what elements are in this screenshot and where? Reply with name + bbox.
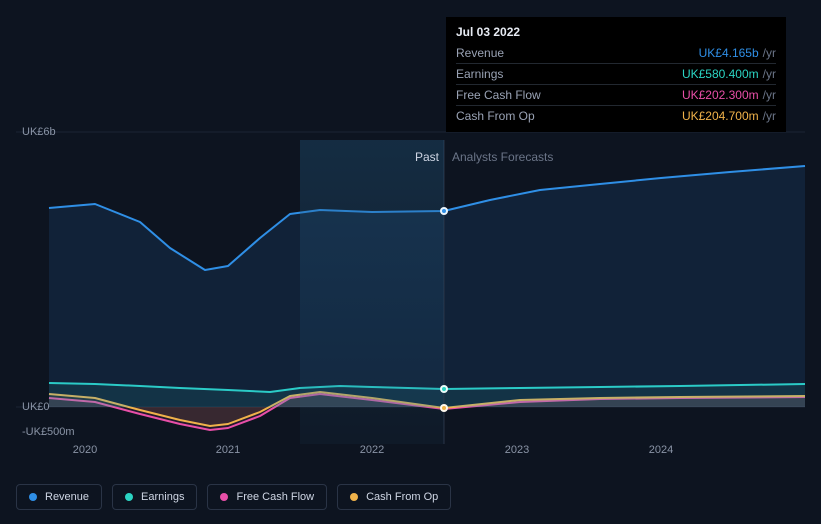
legend-dot [350,493,358,501]
legend-label: Free Cash Flow [236,491,314,503]
x-axis-tick: 2020 [73,444,97,456]
x-axis-tick: 2021 [216,444,240,456]
y-axis-label-top: UK£6b [22,126,56,138]
chart-tooltip: Jul 03 2022 Revenue UK£4.165b/yr Earnings U… [446,17,786,132]
tooltip-row: Cash From Op UK£204.700m/yr [456,106,776,126]
tooltip-row-label: Revenue [456,46,504,60]
tooltip-row-label: Earnings [456,67,503,81]
x-axis-tick: 2024 [649,444,673,456]
legend-dot [125,493,133,501]
hover-marker [440,385,448,393]
x-axis-labels: 2020 2021 2022 2023 2024 [0,444,821,464]
legend-label: Cash From Op [366,491,438,503]
section-label-forecast: Analysts Forecasts [452,150,553,164]
x-axis-tick: 2022 [360,444,384,456]
legend-item-revenue[interactable]: Revenue [16,484,102,510]
tooltip-title: Jul 03 2022 [456,25,776,39]
legend-dot [29,493,37,501]
hover-marker [440,404,448,412]
tooltip-row-value: UK£204.700m [682,109,759,123]
tooltip-row-unit: /yr [763,46,776,60]
tooltip-row-unit: /yr [763,67,776,81]
tooltip-row-label: Cash From Op [456,109,535,123]
y-axis-label-neg: -UK£500m [22,426,75,438]
tooltip-row-label: Free Cash Flow [456,88,541,102]
tooltip-row-unit: /yr [763,88,776,102]
chart-legend: Revenue Earnings Free Cash Flow Cash From O… [16,484,451,510]
tooltip-row-value: UK£580.400m [682,67,759,81]
tooltip-row: Free Cash Flow UK£202.300m/yr [456,85,776,106]
legend-label: Earnings [141,491,184,503]
legend-item-earnings[interactable]: Earnings [112,484,197,510]
x-axis-tick: 2023 [505,444,529,456]
legend-item-fcf[interactable]: Free Cash Flow [207,484,327,510]
tooltip-row-value: UK£202.300m [682,88,759,102]
legend-dot [220,493,228,501]
financial-chart: UK£6b UK£0 -UK£500m Past Analysts Foreca… [0,0,821,524]
tooltip-row: Revenue UK£4.165b/yr [456,43,776,64]
hover-marker [440,207,448,215]
legend-label: Revenue [45,491,89,503]
legend-item-cfo[interactable]: Cash From Op [337,484,451,510]
tooltip-row: Earnings UK£580.400m/yr [456,64,776,85]
tooltip-row-value: UK£4.165b [699,46,759,60]
tooltip-row-unit: /yr [763,109,776,123]
y-axis-label-zero: UK£0 [22,401,50,413]
section-label-past: Past [384,150,439,164]
